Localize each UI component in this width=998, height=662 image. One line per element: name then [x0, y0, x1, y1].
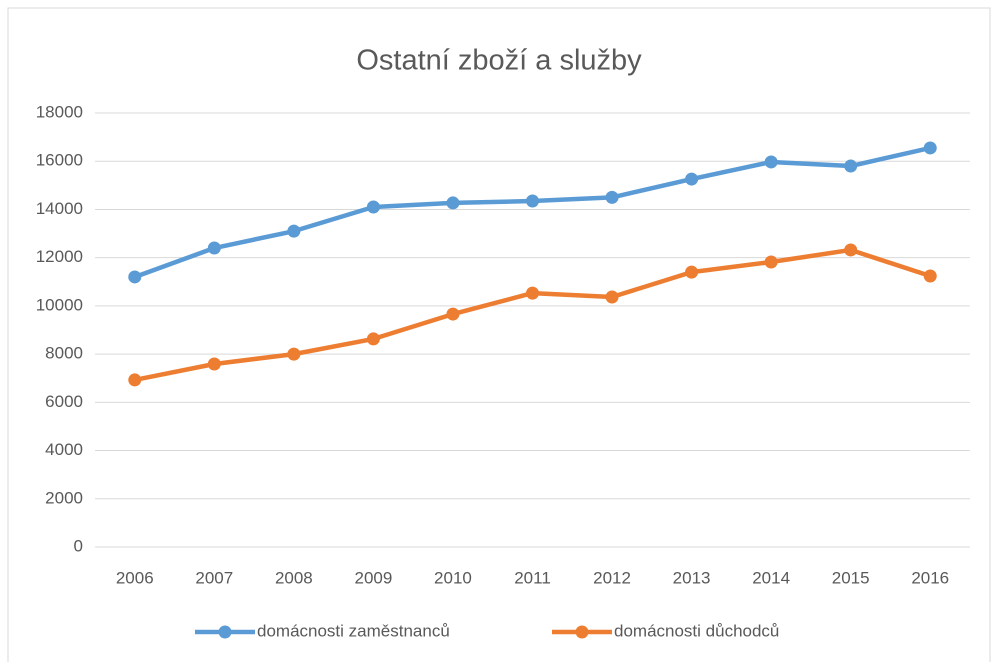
- data-point: [844, 159, 858, 173]
- chart-title: Ostatní zboží a služby: [356, 45, 642, 77]
- x-tick-label: 2011: [514, 568, 551, 587]
- data-point: [685, 265, 699, 279]
- y-tick-label: 4000: [45, 440, 83, 459]
- data-point: [446, 307, 460, 321]
- y-tick-label: 6000: [45, 392, 83, 411]
- chart-frame: [7, 7, 991, 662]
- x-tick-label: 2006: [116, 568, 154, 587]
- data-point: [605, 290, 619, 304]
- x-tick-label: 2008: [275, 568, 313, 587]
- data-point: [526, 286, 539, 300]
- x-tick-label: 2016: [911, 568, 949, 587]
- x-tick-label: 2013: [673, 568, 711, 587]
- legend-label: domácnosti zaměstnanců: [257, 621, 450, 640]
- x-tick-label: 2012: [593, 568, 631, 587]
- data-point: [764, 155, 778, 169]
- data-point: [923, 141, 937, 155]
- data-point: [923, 269, 937, 283]
- y-tick-label: 0: [74, 536, 83, 555]
- x-tick-label: 2007: [195, 568, 233, 587]
- data-point: [605, 190, 619, 204]
- x-tick-label: 2015: [832, 568, 870, 587]
- y-tick-label: 2000: [45, 488, 83, 507]
- legend-marker: [218, 625, 232, 639]
- data-point: [366, 332, 380, 346]
- data-point: [526, 194, 539, 208]
- y-tick-label: 12000: [36, 247, 83, 266]
- x-tick-label: 2010: [434, 568, 472, 587]
- y-tick-label: 14000: [36, 199, 83, 218]
- data-point: [128, 270, 142, 284]
- data-point: [685, 172, 699, 186]
- plot: [128, 141, 937, 387]
- data-point: [287, 224, 301, 238]
- data-point: [764, 255, 778, 269]
- y-tick-label: 10000: [36, 295, 83, 314]
- data-point: [287, 347, 301, 361]
- x-tick-label: 2014: [752, 568, 790, 587]
- data-point: [207, 241, 221, 255]
- data-point: [128, 373, 142, 387]
- data-point: [366, 200, 380, 214]
- data-point: [844, 243, 858, 257]
- grid: [95, 112, 970, 548]
- y-tick-label: 8000: [45, 344, 83, 363]
- data-point: [207, 357, 221, 371]
- data-point: [446, 196, 460, 210]
- y-tick-label: 16000: [36, 151, 83, 170]
- legend-label: domácnosti důchodců: [614, 621, 779, 640]
- legend-marker: [575, 625, 589, 639]
- y-tick-label: 18000: [36, 102, 83, 121]
- x-tick-label: 2009: [354, 568, 392, 587]
